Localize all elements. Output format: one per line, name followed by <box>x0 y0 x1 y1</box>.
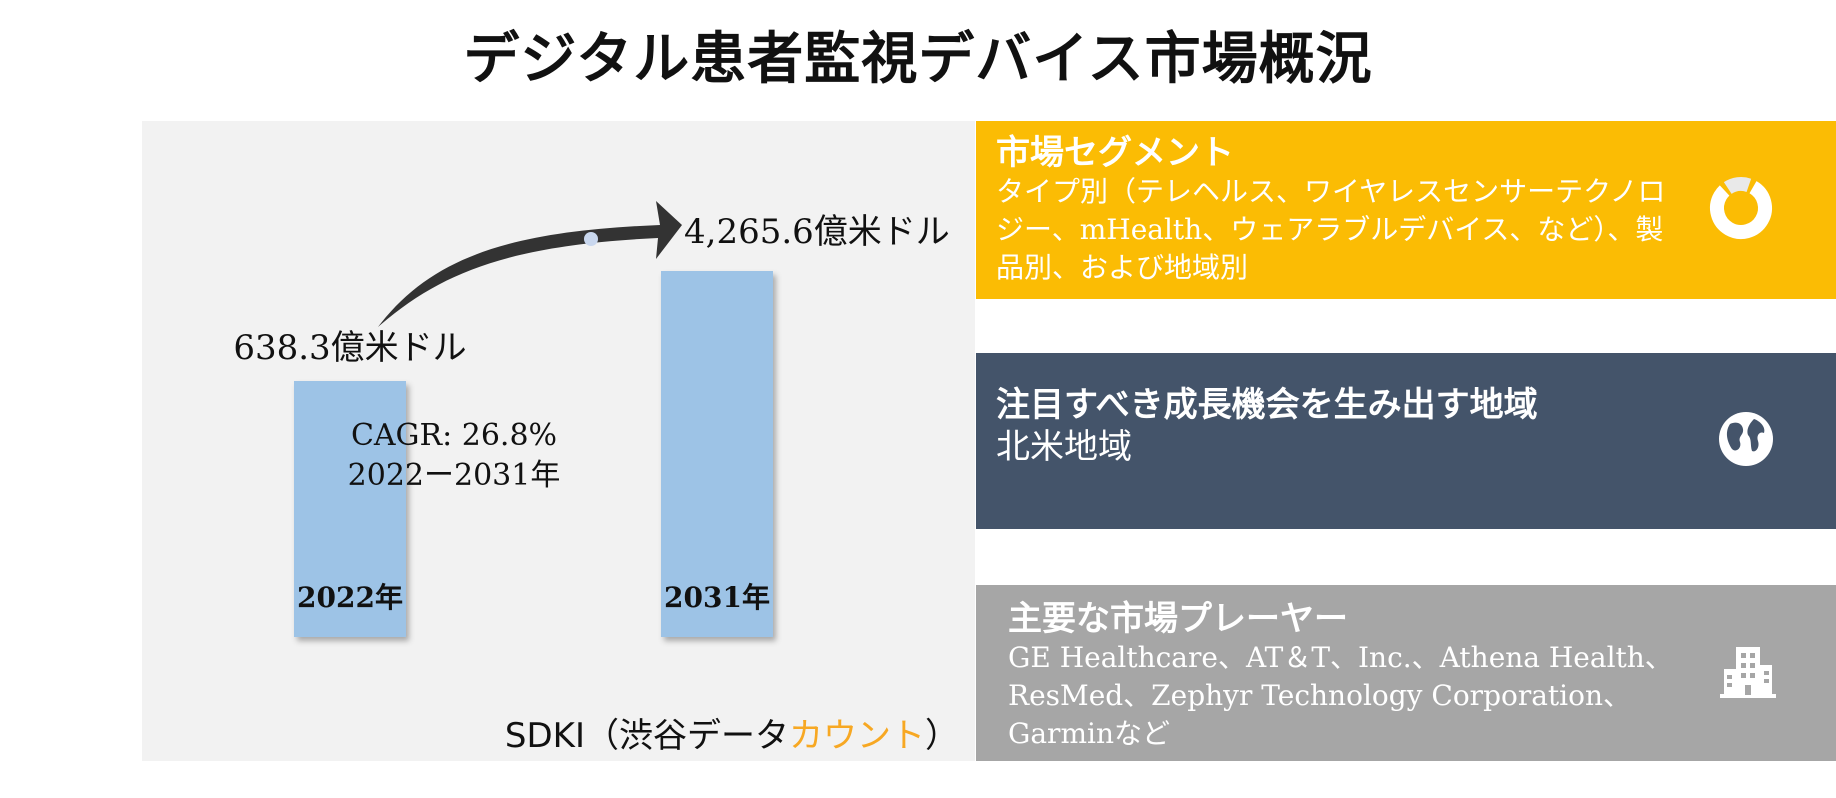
growth-region-heading: 注目すべき成長機会を生み出す地域 <box>996 385 1538 425</box>
source-suffix: ） <box>925 716 959 756</box>
source-credit: SDKI（渋谷データカウント） <box>505 708 959 757</box>
chart-panel: 2022年 638.3億米ドル 2031年 4,265.6億米ドル CAGR: … <box>142 121 975 761</box>
key-players-text: GE Healthcare、AT＆T、Inc.、Athena Health、Re… <box>1008 641 1673 750</box>
cagr-period: 2022ー2031年 <box>348 458 561 493</box>
cagr-value: CAGR: 26.8% <box>351 418 557 453</box>
donut-chart-icon <box>1706 173 1776 247</box>
key-players-heading: 主要な市場プレーヤー <box>1008 599 1348 639</box>
bar-2031: 2031年 4,265.6億米ドル <box>661 212 950 637</box>
globe-icon <box>1716 409 1776 473</box>
building-icon <box>1720 643 1776 703</box>
bar-2022-year-label: 2022年 <box>297 581 403 614</box>
market-segment-heading: 市場セグメント <box>996 133 1234 173</box>
bar-2022-value-label: 638.3億米ドル <box>233 328 466 368</box>
bar-2031-year-label: 2031年 <box>664 581 770 614</box>
market-segment-text: タイプ別（テレヘルス、ワイヤレスセンサーテクノロジー、mHealth、ウェアラブ… <box>996 175 1666 284</box>
growth-arrow-shape <box>378 201 682 327</box>
bar-2022: 2022年 638.3億米ドル <box>233 328 467 637</box>
key-players-box: 主要な市場プレーヤー GE Healthcare、AT＆T、Inc.、Athen… <box>976 585 1836 761</box>
growth-region-text: 北米地域 <box>996 427 1132 467</box>
page-title: デジタル患者監視デバイス市場概況 <box>463 26 1373 92</box>
bar-2031-rect <box>661 271 773 637</box>
source-prefix: SDKI（渋谷データ <box>504 716 789 756</box>
bar-2022-rect <box>294 381 406 637</box>
market-size-chart: 2022年 638.3億米ドル 2031年 4,265.6億米ドル CAGR: … <box>233 201 950 637</box>
growth-arrow <box>378 201 682 327</box>
growth-region-box: 注目すべき成長機会を生み出す地域 北米地域 <box>976 353 1836 529</box>
market-segment-box: 市場セグメント タイプ別（テレヘルス、ワイヤレスセンサーテクノロジー、mHeal… <box>976 121 1836 299</box>
growth-arrow-dot <box>584 232 598 246</box>
bar-2031-value-label: 4,265.6億米ドル <box>684 212 950 252</box>
source-accent: カウント <box>789 716 925 756</box>
